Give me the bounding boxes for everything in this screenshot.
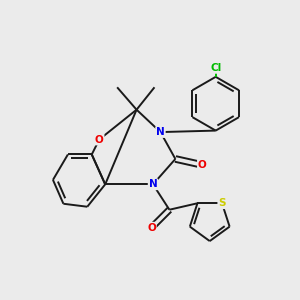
- Text: O: O: [147, 223, 156, 232]
- Text: O: O: [198, 160, 207, 170]
- Text: N: N: [156, 127, 165, 137]
- Text: S: S: [218, 198, 226, 208]
- Text: Cl: Cl: [210, 63, 221, 73]
- Text: O: O: [95, 134, 103, 145]
- Text: N: N: [148, 179, 158, 189]
